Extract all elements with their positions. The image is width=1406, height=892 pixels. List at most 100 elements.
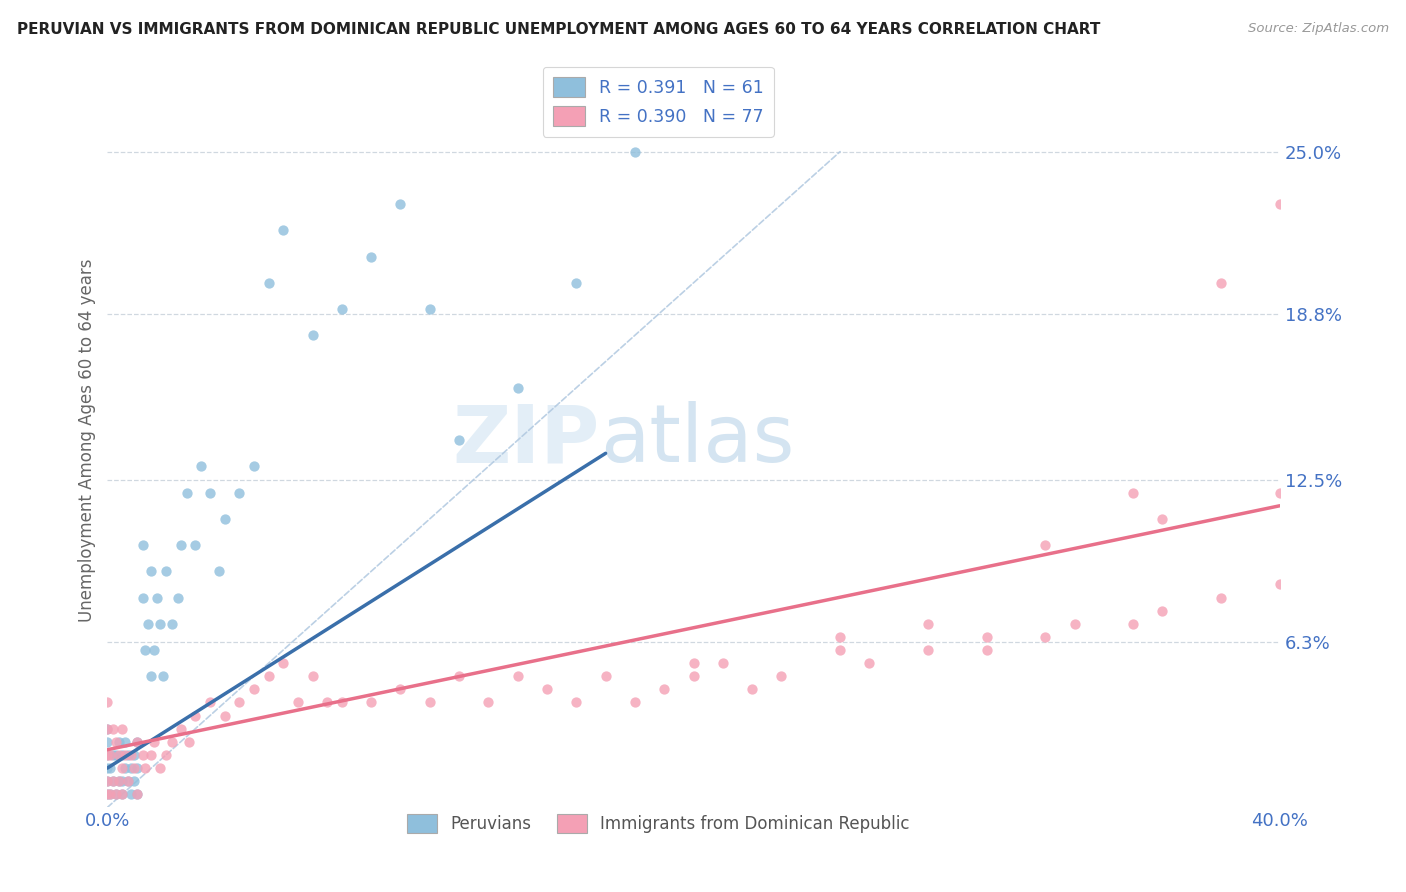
Point (125, 735, 148, 749)
Point (108, 774, 131, 789)
Point (179, 735, 201, 749)
Point (111, 747, 134, 762)
Point (98, 747, 121, 762)
Text: ZIP: ZIP (453, 401, 600, 479)
Point (96, 747, 118, 762)
Point (103, 722, 125, 736)
Point (96, 774, 118, 789)
Point (184, 708, 207, 723)
Point (96, 774, 118, 789)
Point (152, 669, 174, 683)
Point (108, 747, 131, 762)
Point (858, 656, 880, 670)
Point (190, 459, 212, 474)
Point (111, 722, 134, 736)
Point (122, 761, 145, 775)
Point (103, 774, 125, 789)
Legend: Peruvians, Immigrants from Dominican Republic: Peruvians, Immigrants from Dominican Rep… (401, 807, 917, 839)
Point (105, 787, 128, 801)
Text: atlas: atlas (600, 401, 794, 479)
Point (682, 669, 704, 683)
Point (301, 669, 323, 683)
Point (1152, 512, 1174, 526)
Point (96, 722, 118, 736)
Point (141, 747, 163, 762)
Point (506, 381, 529, 395)
Point (917, 616, 939, 631)
Point (149, 761, 172, 775)
Point (114, 761, 136, 775)
Point (1033, 538, 1056, 552)
Point (243, 459, 266, 474)
Point (976, 643, 998, 657)
Point (595, 669, 617, 683)
Point (96, 735, 118, 749)
Point (96, 722, 118, 736)
Point (103, 774, 125, 789)
Point (389, 197, 412, 211)
Point (105, 735, 128, 749)
Point (138, 616, 160, 631)
Point (96, 747, 118, 762)
Point (125, 735, 148, 749)
Point (316, 696, 339, 710)
Point (257, 669, 280, 683)
Point (114, 747, 136, 762)
Point (155, 747, 177, 762)
Point (1122, 616, 1144, 631)
Point (976, 630, 998, 644)
Point (271, 656, 294, 670)
Point (243, 682, 266, 697)
Point (360, 250, 382, 264)
Point (198, 485, 221, 500)
Point (1033, 630, 1056, 644)
Point (120, 761, 142, 775)
Point (1063, 616, 1085, 631)
Point (169, 722, 191, 736)
Point (741, 682, 763, 697)
Point (160, 735, 183, 749)
Point (1152, 604, 1174, 618)
Point (287, 696, 309, 710)
Point (208, 565, 231, 579)
Point (770, 669, 793, 683)
Point (120, 747, 142, 762)
Point (1268, 485, 1291, 500)
Point (477, 696, 499, 710)
Point (125, 787, 148, 801)
Point (1268, 577, 1291, 591)
Point (228, 485, 250, 500)
Point (96, 696, 118, 710)
Point (125, 761, 148, 775)
Point (108, 735, 131, 749)
Point (419, 696, 441, 710)
Point (149, 616, 172, 631)
Point (389, 682, 412, 697)
Point (111, 787, 134, 801)
Point (111, 761, 134, 775)
Point (330, 301, 353, 316)
Point (122, 774, 145, 789)
Point (828, 630, 851, 644)
Point (96, 761, 118, 775)
Point (105, 787, 128, 801)
Point (120, 787, 142, 801)
Point (96, 787, 118, 801)
Point (536, 682, 558, 697)
Point (682, 656, 704, 670)
Point (131, 538, 153, 552)
Point (449, 433, 471, 447)
Point (1209, 276, 1232, 290)
Point (257, 276, 280, 290)
Point (111, 787, 134, 801)
Point (160, 616, 183, 631)
Point (214, 512, 236, 526)
Point (624, 696, 647, 710)
Point (125, 787, 148, 801)
Text: Source: ZipAtlas.com: Source: ZipAtlas.com (1249, 22, 1389, 36)
Point (184, 538, 207, 552)
Point (111, 774, 134, 789)
Point (330, 696, 353, 710)
Point (105, 747, 128, 762)
Point (176, 485, 198, 500)
